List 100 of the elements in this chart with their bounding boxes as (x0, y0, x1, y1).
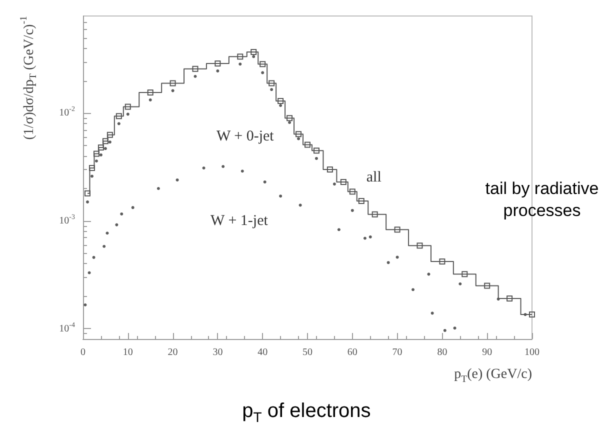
point (84, 190, 90, 196)
point (288, 121, 292, 124)
point (250, 49, 257, 56)
point (116, 113, 122, 120)
series-label: W + 1-jet (210, 213, 269, 230)
point (176, 178, 179, 182)
point (131, 206, 134, 210)
x-tick-label: 60 (347, 347, 358, 358)
point (156, 186, 160, 190)
point (279, 104, 282, 107)
point (147, 89, 154, 96)
point (506, 296, 513, 302)
x-tick-label: 70 (392, 347, 402, 358)
series-label: W + 0-jet (216, 128, 275, 145)
point (117, 122, 120, 126)
x-tick-label: 50 (302, 347, 312, 358)
point (484, 282, 490, 289)
point (108, 140, 112, 144)
point (93, 150, 100, 157)
point (458, 282, 462, 286)
point (252, 55, 256, 58)
y-tick-label: 10$^{-2}$ (59, 105, 75, 119)
point (416, 242, 423, 249)
point (439, 258, 446, 264)
point (84, 303, 87, 306)
series-label: all (366, 170, 382, 186)
point (358, 198, 364, 204)
point (314, 156, 318, 160)
text: p$_{T}$ of electrons (241, 400, 372, 425)
point (340, 178, 346, 185)
point (237, 54, 244, 60)
point (263, 180, 266, 184)
point (238, 62, 242, 66)
point (372, 211, 378, 218)
point (529, 312, 535, 318)
point (92, 256, 96, 259)
point (126, 112, 130, 116)
point (386, 261, 390, 264)
point (148, 98, 152, 102)
point (394, 226, 400, 233)
point (171, 89, 174, 92)
point (124, 104, 131, 110)
point (462, 271, 468, 278)
x-axis-title: p$_{T}$(e) (GeV/c) (454, 367, 532, 385)
point (90, 174, 94, 178)
y-tick-label: 10$^{-4}$ (59, 320, 75, 334)
point (368, 235, 372, 238)
x-tick-label: 10 (122, 347, 133, 358)
point (214, 60, 221, 66)
point (115, 223, 118, 226)
point (120, 212, 124, 216)
point (363, 236, 366, 240)
y-tick-label: 10$^{-3}$ (59, 213, 75, 226)
point (279, 194, 282, 198)
point (106, 132, 113, 138)
point (298, 204, 302, 207)
point (202, 166, 206, 170)
point (88, 271, 91, 274)
point (349, 188, 356, 195)
point (412, 288, 415, 292)
point (278, 98, 284, 104)
point (313, 148, 320, 154)
point (427, 272, 430, 276)
point (104, 147, 107, 150)
x-tick-label: 80 (437, 347, 448, 358)
point (296, 131, 302, 138)
point (430, 312, 434, 315)
point (106, 232, 109, 235)
point (240, 170, 244, 173)
x-tick-label: 100 (524, 347, 540, 358)
annotation: tail by radiative processes (484, 178, 600, 222)
point (216, 69, 220, 72)
point (194, 74, 197, 78)
point (396, 256, 399, 259)
point (286, 115, 293, 122)
x-tick-label: 20 (168, 347, 178, 358)
point (102, 244, 106, 248)
point (297, 137, 300, 140)
x-tick-label: 40 (258, 347, 268, 358)
x-tick-label: 0 (80, 347, 86, 358)
point (102, 138, 108, 144)
point (260, 61, 266, 68)
point (443, 328, 446, 332)
point (453, 326, 456, 330)
point (270, 88, 274, 92)
point (326, 166, 333, 173)
point (99, 153, 102, 156)
x-tick-label: 30 (212, 347, 223, 358)
point (86, 200, 89, 204)
point (98, 144, 104, 151)
point (337, 228, 340, 232)
point (192, 66, 198, 72)
x-tick-label: 90 (482, 347, 492, 358)
point (88, 164, 95, 171)
point (222, 165, 225, 168)
point (170, 80, 176, 86)
point (350, 208, 354, 212)
point (332, 182, 336, 186)
point (94, 160, 98, 163)
point (261, 71, 264, 74)
